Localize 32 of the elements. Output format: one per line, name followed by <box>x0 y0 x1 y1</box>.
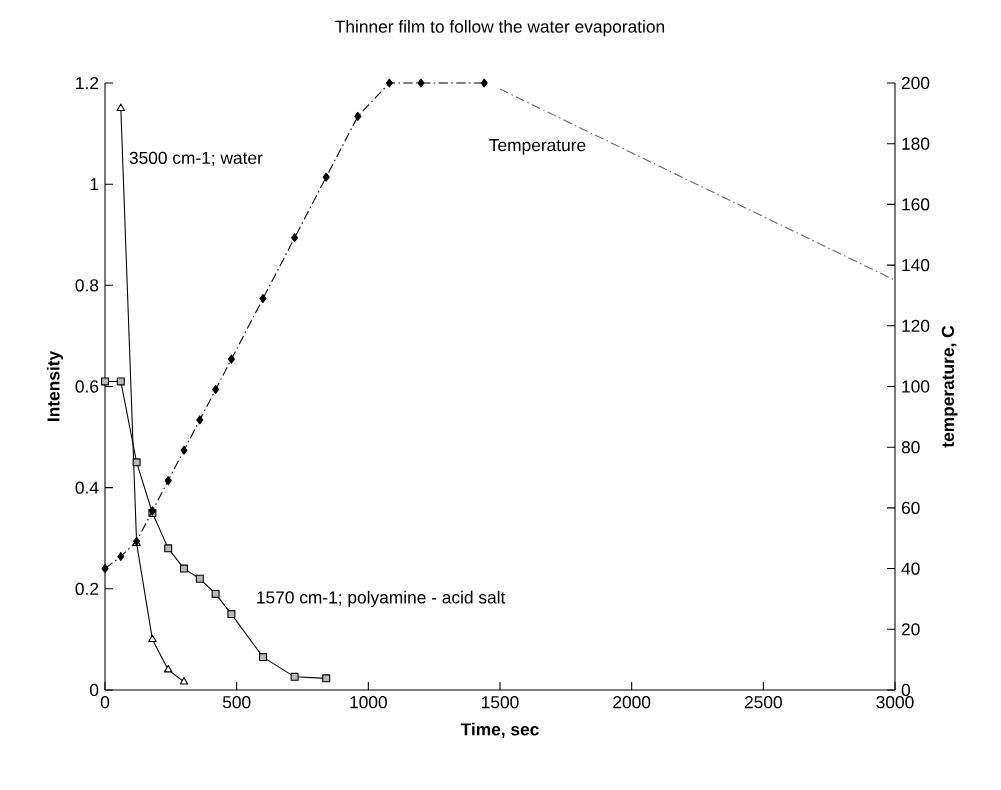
y-tick-label: 1 <box>90 178 99 191</box>
series-label: 3500 cm-1; water <box>129 151 263 167</box>
x-tick-label: 2000 <box>613 696 651 709</box>
y2-tick-label: 200 <box>901 76 930 90</box>
y2-tick-label: 120 <box>902 319 930 332</box>
y2-tick-label: 40 <box>901 562 920 575</box>
x-tick-label: 500 <box>222 696 251 709</box>
y-tick-label: 0 <box>89 683 99 697</box>
x-tick-label: 3000 <box>876 696 914 709</box>
y2-tick-label: 20 <box>901 623 920 636</box>
series-label: 1570 cm-1; polyamine - acid salt <box>257 590 506 608</box>
series-label: Temperature <box>489 139 586 155</box>
x-tick-label: 1000 <box>350 696 387 709</box>
y2-tick-label: 60 <box>901 501 920 515</box>
y-tick-label: 0.6 <box>75 380 99 393</box>
x-tick-label: 0 <box>100 696 110 709</box>
y2-tick-label: 0 <box>901 683 911 697</box>
y-tick-label: 0.8 <box>75 279 99 292</box>
x-tick-label: 2500 <box>744 696 782 709</box>
y2-tick-label: 100 <box>902 380 930 393</box>
y-tick-label: 1.2 <box>76 76 99 90</box>
y2-tick-label: 160 <box>902 198 930 211</box>
x-axis-title: Time, sec <box>460 722 539 739</box>
y-tick-label: 0.2 <box>75 582 99 595</box>
y2-axis-title: temperature, C <box>941 325 958 448</box>
chart-title: Thinner film to follow the water evaporation <box>335 20 665 37</box>
y2-tick-label: 180 <box>902 137 930 150</box>
y2-tick-label: 80 <box>901 441 920 454</box>
y2-tick-label: 140 <box>902 258 930 272</box>
y-axis-title: Intensity <box>46 350 64 421</box>
x-tick-label: 1500 <box>482 696 519 709</box>
y-tick-label: 0.4 <box>75 481 99 494</box>
